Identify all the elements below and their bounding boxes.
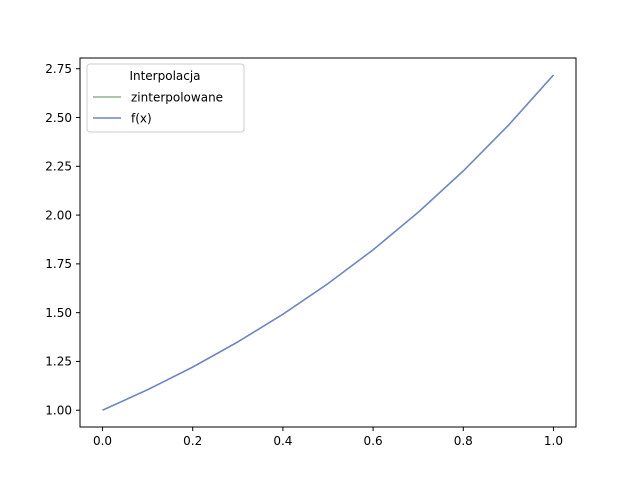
- x-axis: 0.0 0.2 0.4 0.6 0.8 1.0: [93, 427, 563, 448]
- y-tick-label: 1.75: [45, 257, 72, 271]
- x-tick-label: 1.0: [544, 434, 563, 448]
- legend-title: Interpolacja: [129, 69, 200, 83]
- legend-label-fx: f(x): [131, 112, 152, 126]
- y-tick-label: 1.50: [45, 306, 72, 320]
- legend-label-zinterpolowane: zinterpolowane: [131, 91, 223, 105]
- y-tick-label: 2.50: [45, 111, 72, 125]
- x-tick-label: 0.6: [364, 434, 383, 448]
- y-tick-label: 2.00: [45, 208, 72, 222]
- y-tick-label: 1.25: [45, 355, 72, 369]
- legend-box: [86, 63, 245, 133]
- y-tick-label: 2.25: [45, 160, 72, 174]
- y-tick-label: 2.75: [45, 62, 72, 76]
- plot-frame: [79, 57, 577, 428]
- x-tick-label: 0.2: [183, 434, 202, 448]
- y-axis: 1.00 1.25 1.50 1.75 2.00 2.25 2.50 2.75: [45, 62, 80, 418]
- series-layer: [102, 74, 555, 411]
- series-line-1: [102, 74, 555, 411]
- legend: Interpolacja zinterpolowane f(x): [86, 63, 245, 133]
- x-tick-label: 0.8: [454, 434, 473, 448]
- x-tick-label: 0.4: [273, 434, 292, 448]
- x-tick-label: 0.0: [93, 434, 112, 448]
- y-tick-label: 1.00: [45, 404, 72, 418]
